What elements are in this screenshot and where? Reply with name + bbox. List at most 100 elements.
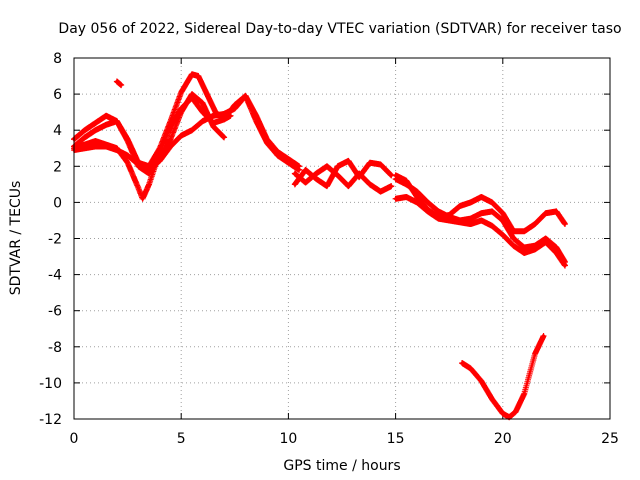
data-point xyxy=(115,119,119,123)
data-point xyxy=(522,229,526,233)
data-point xyxy=(490,397,494,401)
data-point xyxy=(119,83,123,87)
data-point xyxy=(147,166,151,170)
data-point xyxy=(83,128,87,132)
data-point xyxy=(394,177,398,181)
data-point xyxy=(222,135,226,140)
data-series xyxy=(71,71,568,421)
data-point xyxy=(544,240,548,244)
data-point xyxy=(228,114,233,118)
data-point xyxy=(378,189,383,194)
y-axis-label: SDTVAR / TECUs xyxy=(8,181,24,296)
data-point xyxy=(554,245,559,250)
data-point xyxy=(522,251,526,255)
data-point xyxy=(501,411,505,416)
data-point xyxy=(190,128,194,132)
data-point xyxy=(136,186,140,190)
data-point xyxy=(293,171,297,176)
data-point xyxy=(554,209,559,214)
x-axis-label: GPS time / hours xyxy=(283,458,400,474)
data-point xyxy=(415,195,419,199)
y-tick-label: -6 xyxy=(48,304,62,320)
series-track-f xyxy=(291,163,395,195)
data-point xyxy=(378,162,383,167)
data-point xyxy=(179,134,183,138)
data-point xyxy=(222,117,226,121)
data-point xyxy=(357,171,361,176)
data-point xyxy=(368,161,372,165)
y-tick-label: -2 xyxy=(48,232,62,248)
data-point xyxy=(368,182,372,186)
data-point xyxy=(469,200,473,204)
data-point xyxy=(544,211,548,215)
data-point xyxy=(479,211,483,215)
data-point xyxy=(479,195,483,199)
marker-path xyxy=(113,78,125,89)
data-point xyxy=(415,189,419,194)
data-point xyxy=(93,144,98,149)
data-point xyxy=(389,173,393,177)
data-point xyxy=(544,236,548,241)
data-point xyxy=(511,236,516,241)
data-point xyxy=(222,112,226,116)
y-tick-label: -12 xyxy=(39,412,62,428)
data-point xyxy=(190,72,194,76)
data-point xyxy=(126,153,130,158)
grid-lines xyxy=(74,58,610,419)
data-point xyxy=(201,119,205,123)
data-point xyxy=(104,123,108,127)
data-point xyxy=(205,92,209,96)
data-point xyxy=(501,233,505,237)
data-point xyxy=(563,263,567,268)
data-point xyxy=(297,168,301,172)
series-track-i xyxy=(392,193,568,269)
data-point xyxy=(436,209,441,214)
data-point xyxy=(389,184,393,188)
y-tick-label: -8 xyxy=(48,340,62,356)
data-point xyxy=(522,392,526,396)
data-point xyxy=(447,218,451,223)
data-point xyxy=(136,162,140,167)
data-point xyxy=(126,139,130,143)
data-point xyxy=(404,182,408,186)
data-point xyxy=(501,211,505,215)
data-point xyxy=(147,171,151,176)
data-point xyxy=(243,94,248,98)
data-point xyxy=(303,180,308,185)
series-track-j xyxy=(459,332,547,421)
data-point xyxy=(211,124,215,129)
data-point xyxy=(314,177,318,181)
data-point xyxy=(325,164,329,168)
data-point xyxy=(83,135,87,140)
data-point xyxy=(533,222,537,226)
data-point xyxy=(93,128,98,132)
data-point xyxy=(233,106,237,111)
data-point xyxy=(479,218,483,223)
data-point xyxy=(297,164,301,168)
data-point xyxy=(501,218,505,223)
data-point xyxy=(415,200,419,204)
data-point xyxy=(325,184,329,188)
data-point xyxy=(141,197,145,201)
data-point xyxy=(426,200,430,204)
data-point xyxy=(168,137,173,141)
data-point xyxy=(469,222,473,226)
y-tick-label: 4 xyxy=(53,123,62,139)
data-point xyxy=(265,137,269,141)
data-point xyxy=(83,146,87,150)
data-point xyxy=(346,184,351,188)
data-point xyxy=(168,144,173,149)
data-point xyxy=(563,222,567,226)
data-point xyxy=(522,245,526,250)
data-point xyxy=(115,148,119,152)
x-tick-label: 20 xyxy=(494,431,512,447)
y-tick-label: 6 xyxy=(53,87,62,103)
series-track-k xyxy=(113,78,125,89)
y-tick-label: 8 xyxy=(53,51,62,67)
data-point xyxy=(314,171,318,176)
data-point xyxy=(104,114,108,118)
data-point xyxy=(336,164,340,168)
data-point xyxy=(541,334,546,338)
data-point xyxy=(179,90,183,94)
data-point xyxy=(554,251,559,255)
